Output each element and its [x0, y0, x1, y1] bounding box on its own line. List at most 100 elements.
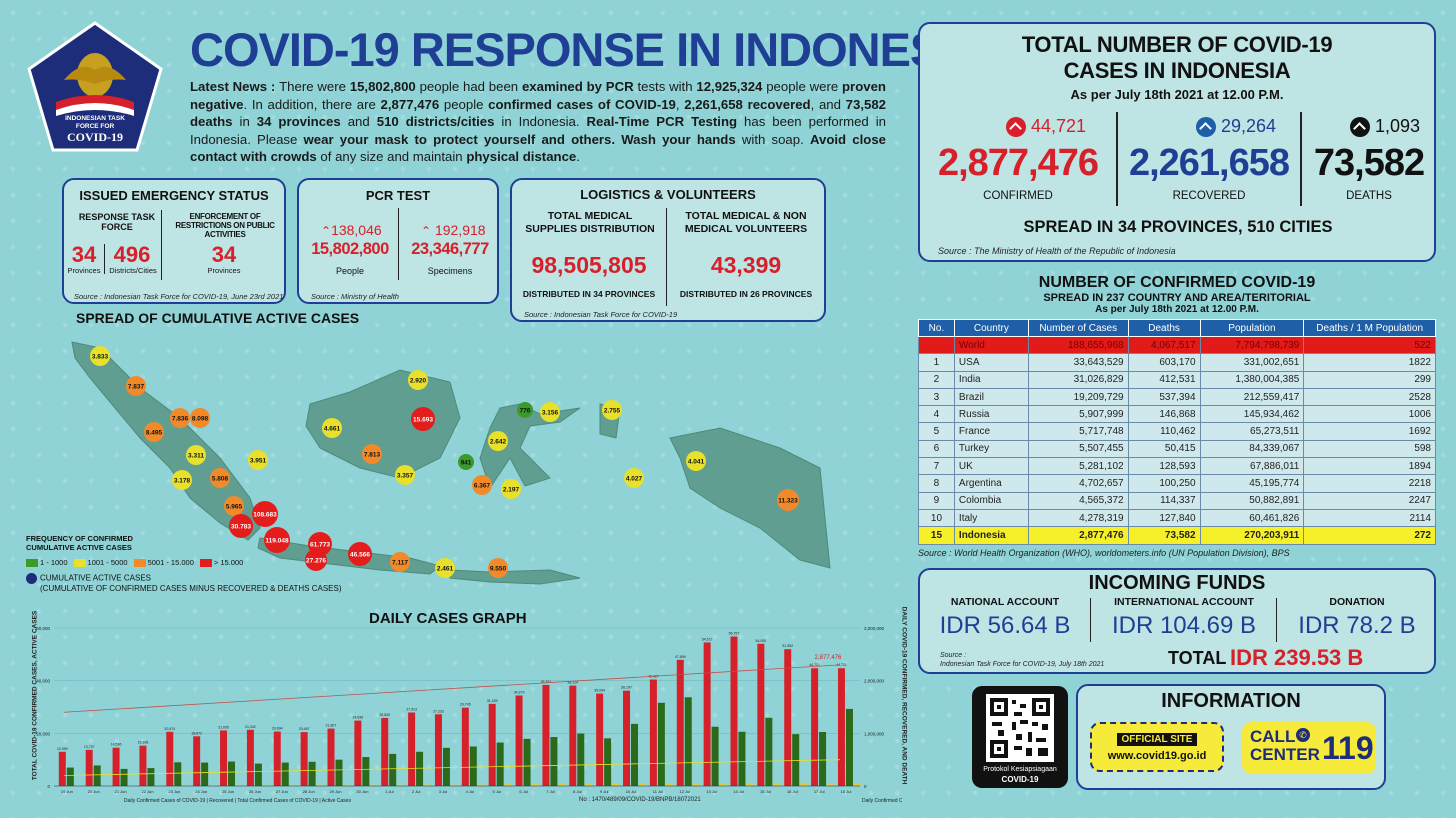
map-case-label: 11.323 — [778, 498, 798, 505]
chart-footer-note: No : 1470/489/09/COVID-19/BNPB/18072021 — [579, 797, 701, 803]
chart-bar — [692, 783, 700, 786]
map-case-label: 8.495 — [146, 430, 163, 437]
chart-bar — [273, 731, 281, 786]
pcr-title: PCR TEST — [365, 188, 431, 203]
chart-bar — [684, 697, 692, 786]
map-case-label: 2.920 — [410, 378, 427, 385]
map-case-point — [224, 496, 244, 516]
table-cell: 1692 — [1303, 422, 1436, 441]
chart-bar — [74, 785, 82, 786]
table-row: 6 Turkey 5,507,455 50,415 84,339,067 598 — [918, 439, 1436, 459]
table-cell: 84,339,067 — [1199, 439, 1305, 459]
table-cell: 4,278,319 — [1027, 508, 1129, 528]
map-case-point — [488, 431, 508, 451]
x-tick-label: 25 Jun — [222, 789, 234, 794]
map-case-label: 3.156 — [542, 410, 559, 417]
x-tick-label: 2 Jul — [412, 789, 421, 794]
world-title: NUMBER OF CONFIRMED COVID-19 — [1038, 274, 1316, 291]
bar-value-label: 56,757 — [729, 632, 740, 636]
table-cell: 412,531 — [1127, 370, 1201, 389]
table-header-cell: Population — [1199, 319, 1305, 337]
bar-value-label: 51,952 — [782, 644, 793, 648]
chart-bar — [93, 765, 101, 786]
chart-bar — [139, 745, 147, 786]
table-cell: 5,717,748 — [1027, 422, 1129, 441]
map-case-point — [540, 402, 560, 422]
chart-bar — [434, 714, 442, 786]
map-case-label: 46.566 — [350, 552, 370, 559]
task-force-logo: INDONESIAN TASK FORCE FOR COVID-19 — [26, 20, 164, 154]
bar-value-label: 36,197 — [621, 686, 632, 690]
table-cell: 4,565,372 — [1027, 491, 1129, 510]
chart-bar — [281, 762, 289, 786]
information-title: INFORMATION — [1161, 690, 1301, 712]
table-row: 7 UK 5,281,102 128,593 67,886,011 1894 — [918, 457, 1436, 476]
national-account-value: IDR 56.64 B — [939, 612, 1071, 639]
bar-value-label: 44,721 — [836, 663, 847, 667]
x-tick-label: 18 Jul — [841, 789, 852, 794]
table-row: 8 Argentina 4,702,657 100,250 45,195,774 2218 — [918, 474, 1436, 493]
emergency-districts-value: 496 — [113, 242, 151, 267]
table-cell — [918, 335, 955, 355]
table-cell: Brazil — [953, 387, 1029, 407]
pcr-specimen-increase: ⌃ 192,918 — [421, 222, 486, 238]
official-site-link[interactable]: OFFICIAL SITE www.covid19.go.id — [1090, 722, 1224, 772]
map-case-label: 4.661 — [324, 426, 341, 433]
chart-bar — [236, 784, 243, 786]
map-case-point — [170, 408, 190, 428]
chart-bar — [612, 783, 620, 786]
map-case-point — [488, 558, 508, 578]
map-case-point — [390, 552, 410, 572]
map-case-label: 9.550 — [490, 566, 507, 573]
x-tick-label: 22 Jun — [141, 789, 153, 794]
map-case-point — [408, 370, 428, 390]
logo-line2: FORCE FOR — [75, 123, 115, 130]
chart-bar — [300, 732, 308, 786]
donation-value: IDR 78.2 B — [1298, 612, 1416, 639]
chart-bar — [174, 762, 182, 786]
x-tick-label: 11 Jul — [653, 789, 663, 794]
table-cell: Turkey — [953, 439, 1029, 459]
table-cell: 1,380,004,385 — [1199, 370, 1305, 389]
bar-value-label: 13,737 — [84, 745, 95, 749]
pcr-people-value: 15,802,800 — [311, 240, 389, 258]
chart-bar — [504, 784, 512, 786]
qr-code-card[interactable]: Protokol Kesiapsiagaan COVID-19 — [972, 686, 1068, 788]
map-case-point — [172, 470, 192, 490]
x-tick-label: 24 Jun — [195, 789, 207, 794]
chart-bar — [381, 717, 389, 786]
total-confirmed-line — [63, 664, 841, 713]
pcr-test-card: PCR TEST ⌃138,046 ⌃ 192,918 15,802,800 2… — [297, 178, 499, 304]
map-case-label: 3.833 — [92, 354, 109, 361]
table-cell: USA — [953, 353, 1029, 372]
map-case-point — [602, 400, 622, 420]
table-cell: Russia — [953, 405, 1029, 424]
map-case-point — [395, 465, 415, 485]
table-cell: 7,794,798,739 — [1199, 335, 1305, 355]
chart-bar — [469, 746, 477, 786]
table-row: World 188,655,968 4,067,517 7,794,798,739 52… — [918, 335, 1436, 355]
table-cell: 331,002,651 — [1199, 353, 1305, 372]
map-case-label: 2.461 — [437, 566, 454, 573]
legend-swatch — [26, 559, 38, 568]
table-cell: UK — [953, 457, 1029, 476]
qr-code-icon — [986, 694, 1054, 762]
chart-bar — [220, 730, 228, 786]
chart-bar — [289, 784, 297, 786]
table-cell: 127,840 — [1127, 508, 1201, 528]
logistics-source: Source : Indonesian Task Force for COVID… — [524, 310, 678, 319]
bar-value-label: 15,308 — [138, 741, 149, 745]
table-header-cell: Deaths / 1 M Population — [1303, 319, 1436, 337]
chart-bar — [523, 738, 531, 786]
chart-bar — [147, 768, 155, 786]
table-row: 3 Brazil 19,209,729 537,394 212,559,417 2528 — [918, 387, 1436, 407]
bar-value-label: 44,721 — [809, 663, 820, 667]
chart-legend-right: Daily Confirmed Cases of COVID-19 | Reco… — [862, 798, 902, 804]
table-row: 9 Colombia 4,565,372 114,337 50,882,891 2247 — [918, 491, 1436, 510]
map-case-point — [248, 450, 268, 470]
chart-bar — [550, 737, 558, 786]
call-center-button[interactable]: CALL ✆ CENTER 119 — [1242, 722, 1376, 774]
restrictions-label: ENFORCEMENT OF RESTRICTIONS ON PUBLIC AC… — [175, 212, 275, 239]
chart-bar — [730, 636, 738, 786]
map-case-label: 7.117 — [392, 560, 408, 567]
